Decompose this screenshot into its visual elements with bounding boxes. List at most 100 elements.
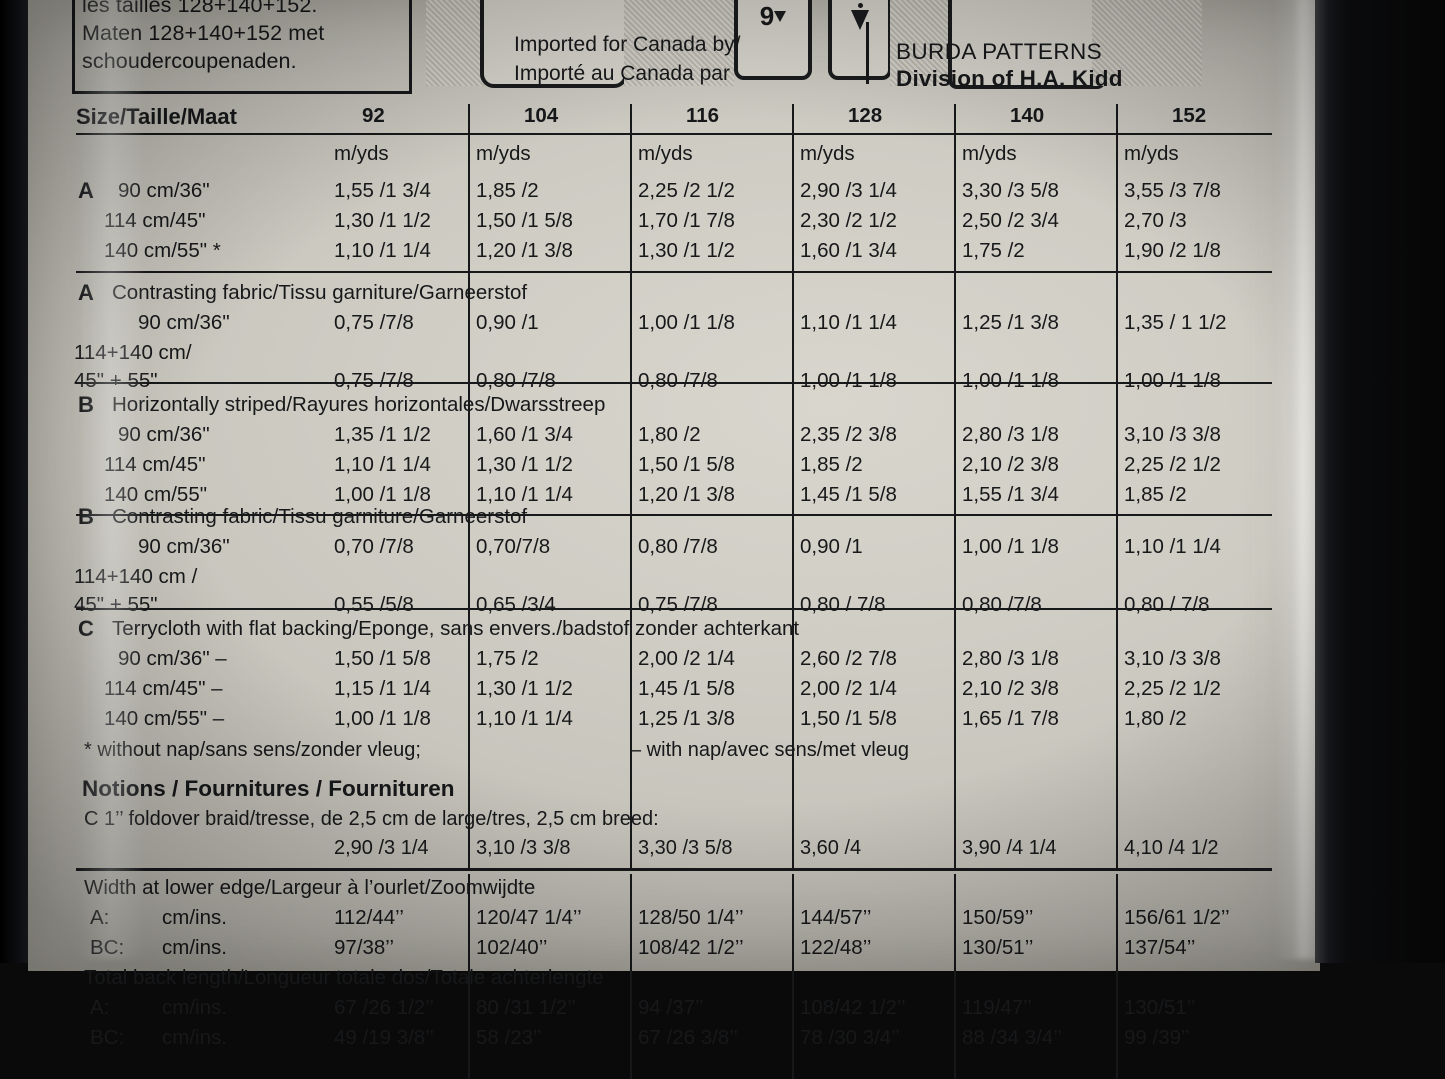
dark-background-right (1315, 0, 1445, 963)
back-bc-104: 58 /23’’ (476, 1026, 542, 1049)
cell-b-90-104: 1,60 /1 3/4 (476, 423, 573, 446)
unit-label-128: m/yds (800, 142, 855, 165)
vertical-divider (866, 22, 869, 84)
section-heading-c: Terrycloth with flat backing/Eponge, san… (112, 617, 800, 640)
back-bc-152: 99 /39’’ (1124, 1026, 1190, 1049)
cell-a-114-140: 2,50 /2 3/4 (962, 209, 1059, 232)
header-underline (76, 133, 1272, 135)
row-label-bc-114a: 114+140 cm / (74, 565, 198, 588)
cell-c-114-104: 1,30 /1 1/2 (476, 677, 573, 700)
cell-ac-90-104: 0,90 /1 (476, 311, 539, 334)
bottom-divider-2 (630, 874, 632, 1079)
cell-a-90-140: 3,30 /3 5/8 (962, 179, 1059, 202)
back-a-140: 119/47’’ (962, 996, 1032, 1019)
brand-name: BURDA PATTERNS (896, 39, 1103, 64)
cell-ac-90-92: 0,75 /7/8 (334, 311, 414, 334)
notions-item: C 1’’ foldover braid/tresse, de 2,5 cm d… (84, 808, 659, 830)
back-bc-128: 78 /30 3/4’’ (800, 1026, 900, 1049)
notions-value-152: 4,10 /4 1/2 (1124, 837, 1219, 859)
notions-divider-e (1116, 764, 1118, 868)
size-header-128: 128 (848, 104, 883, 127)
back-a-152: 130/51’’ (1124, 996, 1196, 1019)
cell-b-114-104: 1,30 /1 1/2 (476, 453, 573, 476)
cell-ac-114-104: 0,80 /7/8 (476, 369, 556, 392)
back-length-heading: Total back length/Longueur totale dos/To… (84, 966, 604, 989)
size-header-140: 140 (1010, 104, 1045, 127)
notions-value-92: 2,90 /3 1/4 (334, 837, 429, 859)
notions-divider-d (954, 764, 956, 868)
unit-label-152: m/yds (1124, 142, 1179, 165)
width-row-a-unit: cm/ins. (162, 906, 227, 929)
cell-b-140-104: 1,10 /1 1/4 (476, 483, 573, 506)
section-letter-a-contrast: A (78, 280, 94, 305)
cell-a-114-104: 1,50 /1 5/8 (476, 209, 573, 232)
cell-bc-114-152: 0,80 / 7/8 (1124, 593, 1210, 616)
cell-c-90-104: 1,75 /2 (476, 647, 539, 670)
section-letter-b: B (78, 392, 94, 417)
cell-c-114-116: 1,45 /1 5/8 (638, 677, 735, 700)
cell-ac-90-140: 1,25 /1 3/8 (962, 311, 1059, 334)
row-label-b-114: 114 cm/45" (104, 453, 206, 476)
column-divider-3 (792, 104, 794, 828)
notions-heading: Notions / Fournitures / Fournituren (82, 776, 455, 801)
cell-b-90-128: 2,35 /2 3/8 (800, 423, 897, 446)
cell-a-114-152: 2,70 /3 (1124, 209, 1187, 232)
cell-a-90-128: 2,90 /3 1/4 (800, 179, 897, 202)
column-divider-5 (1116, 104, 1118, 828)
section-letter-c: C (78, 616, 94, 641)
cell-b-90-116: 1,80 /2 (638, 423, 701, 446)
unit-label-116: m/yds (638, 142, 693, 165)
cell-c-114-92: 1,15 /1 1/4 (334, 677, 431, 700)
back-a-128: 108/42 1/2’’ (800, 996, 906, 1019)
pattern-envelope-paper: 9 Avec pinces d'épaules pour les tailles… (28, 0, 1332, 1079)
cell-ac-90-128: 1,10 /1 1/4 (800, 311, 897, 334)
cell-b-140-128: 1,45 /1 5/8 (800, 483, 897, 506)
note-line-3: Maten 128+140+152 met (82, 21, 325, 45)
section-letter-b-contrast: B (78, 504, 94, 529)
cell-bc-114-140: 0,80 /7/8 (962, 593, 1042, 616)
width-bc-128: 122/48’’ (800, 936, 872, 959)
cell-ac-90-152: 1,35 / 1 1/2 (1124, 311, 1227, 334)
cell-b-90-92: 1,35 /1 1/2 (334, 423, 431, 446)
width-row-bc-unit: cm/ins. (162, 936, 227, 959)
section-heading-a-contrast: Contrasting fabric/Tissu garniture/Garne… (112, 281, 528, 304)
cell-a-114-92: 1,30 /1 1/2 (334, 209, 431, 232)
notions-value-116: 3,30 /3 5/8 (638, 837, 733, 859)
cell-c-90-152: 3,10 /3 3/8 (1124, 647, 1221, 670)
width-a-128: 144/57’’ (800, 906, 872, 929)
unit-label-104: m/yds (476, 142, 531, 165)
cell-a-90-104: 1,85 /2 (476, 179, 539, 202)
cell-a-114-116: 1,70 /1 7/8 (638, 209, 735, 232)
width-a-116: 128/50 1/4’’ (638, 906, 744, 929)
cell-ac-90-116: 1,00 /1 1/8 (638, 311, 735, 334)
note-line-2: les tailles 128+140+152. (82, 0, 318, 17)
notions-value-104: 3,10 /3 3/8 (476, 837, 571, 859)
back-bc-116: 67 /26 3/8’’ (638, 1026, 738, 1049)
chevron-down-icon (774, 10, 787, 22)
cell-bc-114-92: 0,55 /5/8 (334, 593, 414, 616)
footnote-without-nap: * without nap/sans sens/zonder vleug; (84, 739, 421, 761)
row-label-bc-90: 90 cm/36" (138, 535, 230, 558)
halftone-shading-2 (624, 0, 734, 86)
importer-line-1: Imported for Canada by/ (514, 33, 741, 56)
cell-ac-114-92: 0,75 /7/8 (334, 369, 414, 392)
cell-bc-90-140: 1,00 /1 1/8 (962, 535, 1059, 558)
cell-a-140-152: 1,90 /2 1/8 (1124, 239, 1221, 262)
width-bc-152: 137/54’’ (1124, 936, 1196, 959)
cell-a-90-116: 2,25 /2 1/2 (638, 179, 735, 202)
column-divider-4 (954, 104, 956, 828)
cell-ac-114-152: 1,00 /1 1/8 (1124, 369, 1221, 392)
width-a-152: 156/61 1/2’’ (1124, 906, 1230, 929)
section-divider-1 (76, 271, 1272, 273)
column-divider-1 (468, 104, 470, 828)
footnote-with-nap: – with nap/avec sens/met vleug (630, 739, 910, 761)
row-label-bc-114b: 45" + 55" (74, 593, 158, 616)
cell-c-140-152: 1,80 /2 (1124, 707, 1187, 730)
section-divider-4 (76, 608, 1272, 610)
cell-a-90-92: 1,55 /1 3/4 (334, 179, 431, 202)
unit-label-140: m/yds (962, 142, 1017, 165)
bottom-divider-1 (468, 874, 470, 1079)
cell-b-140-116: 1,20 /1 3/8 (638, 483, 735, 506)
back-length-row-a-label: A: (90, 996, 110, 1019)
